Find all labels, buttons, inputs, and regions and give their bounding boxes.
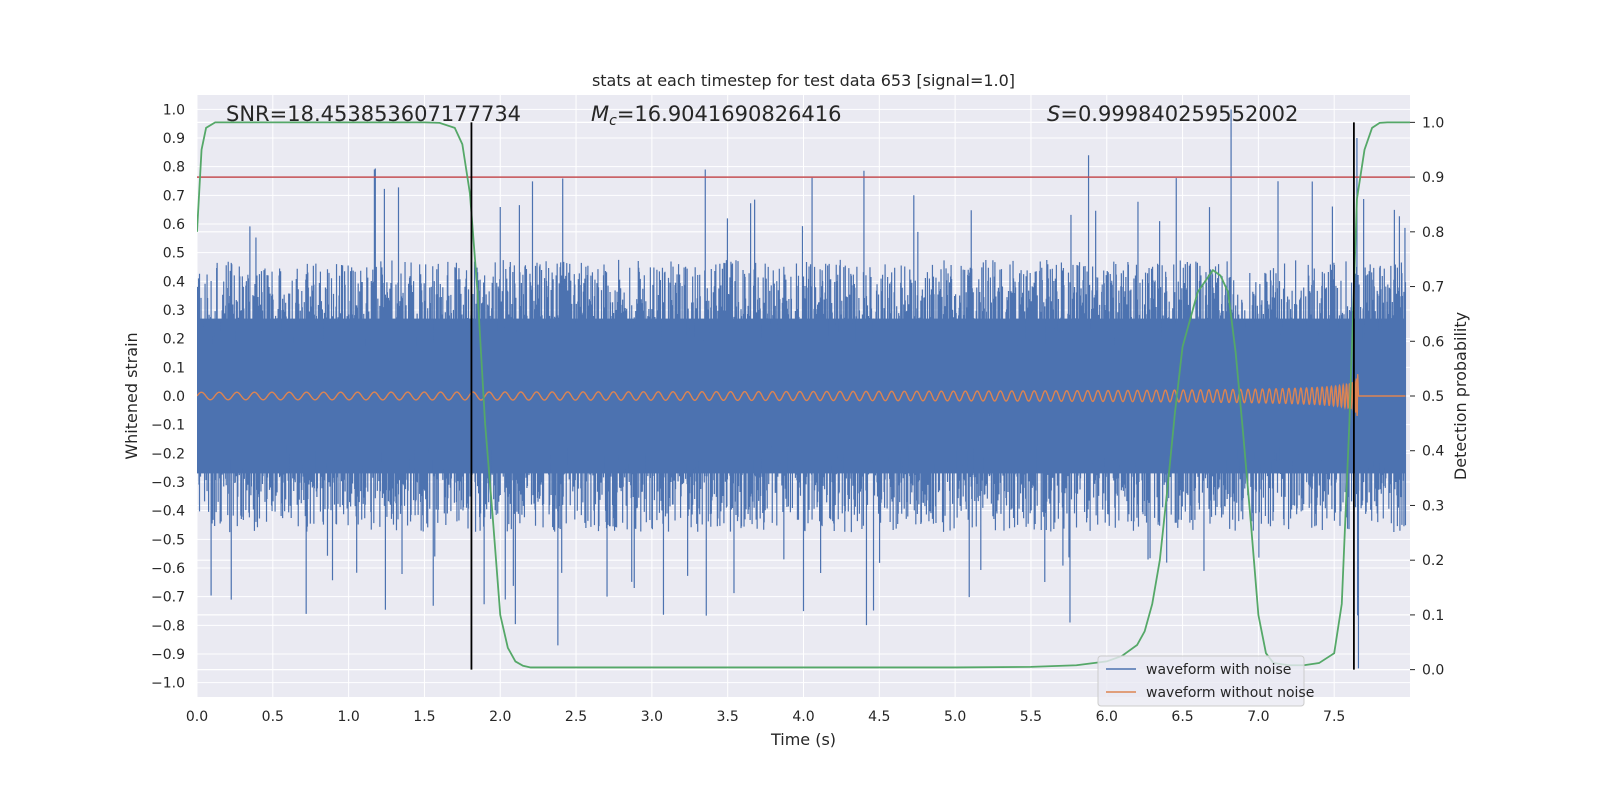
s-value: =0.999840259552002 xyxy=(1060,102,1298,126)
x-tick-label: 5.0 xyxy=(944,709,966,725)
y-right-tick-label: 0.0 xyxy=(1422,663,1444,679)
y-left-tick-label: 0.1 xyxy=(163,360,185,376)
y-right-tick-label: 1.0 xyxy=(1422,115,1444,131)
x-tick-label: 7.0 xyxy=(1247,709,1269,725)
chirp-mass-symbol: M xyxy=(591,102,609,126)
series-waveform-without-noise xyxy=(197,374,1406,416)
x-tick-label: 1.0 xyxy=(337,709,359,725)
y-left-tick-label: −0.4 xyxy=(151,504,185,520)
y-right-axis-label: Detection probability xyxy=(1451,312,1470,480)
y-left-tick-label: −0.2 xyxy=(151,446,185,462)
chirp-mass-annotation: Mc=16.9041690826416 xyxy=(591,102,842,129)
y-right-tick-label: 0.7 xyxy=(1422,280,1444,296)
x-axis-ticks: 0.0 0.5 1.0 1.5 2.0 2.5 3.0 3.5 4.0 4.5 5.0 5.5 6.0 6… xyxy=(186,709,1345,725)
y-left-tick-label: −0.6 xyxy=(151,561,185,577)
x-tick-label: 2.0 xyxy=(489,709,511,725)
chart-title: stats at each timestep for test data 653… xyxy=(592,71,1015,90)
x-tick-label: 1.5 xyxy=(413,709,435,725)
y-left-tick-label: −0.7 xyxy=(151,590,185,606)
legend-box xyxy=(1097,655,1305,707)
y-left-tick-label: −0.5 xyxy=(151,532,185,548)
x-tick-label: 4.0 xyxy=(792,709,814,725)
x-tick-label: 0.5 xyxy=(262,709,284,725)
legend-entry-noise: waveform with noise xyxy=(1146,662,1291,678)
series-waveform-with-noise xyxy=(197,109,1407,669)
legend: waveform with noise waveform without noi… xyxy=(1097,655,1314,707)
legend-entry-clean: waveform without noise xyxy=(1146,685,1314,701)
x-axis-label: Time (s) xyxy=(770,730,836,749)
y-left-tick-label: 0.9 xyxy=(163,131,185,147)
y-left-tick-label: −0.1 xyxy=(151,418,185,434)
y-left-tick-label: −0.3 xyxy=(151,475,185,491)
chirp-mass-subscript: c xyxy=(609,113,617,129)
x-tick-label: 7.5 xyxy=(1323,709,1345,725)
snr-annotation: SNR=18.453853607177734 xyxy=(226,102,521,126)
x-tick-label: 3.0 xyxy=(641,709,663,725)
y-right-axis-ticks: 1.0 0.9 0.8 0.7 0.6 0.5 0.4 0.3 0.2 0.1 0.0 xyxy=(1410,115,1444,679)
x-tick-label: 2.5 xyxy=(565,709,587,725)
y-left-tick-label: 0.3 xyxy=(163,303,185,319)
y-left-axis-ticks: 1.0 0.9 0.8 0.7 0.6 0.5 0.4 0.3 0.2 0.1 0.0 −0.1 −0.… xyxy=(151,102,185,691)
y-left-tick-label: 1.0 xyxy=(163,102,185,118)
y-right-tick-label: 0.5 xyxy=(1422,389,1444,405)
series-layer xyxy=(197,109,1410,670)
y-right-tick-label: 0.6 xyxy=(1422,334,1444,350)
y-right-tick-label: 0.3 xyxy=(1422,498,1444,514)
y-right-tick-label: 0.9 xyxy=(1422,170,1444,186)
y-left-tick-label: 0.5 xyxy=(163,246,185,262)
y-left-tick-label: 0.7 xyxy=(163,188,185,204)
x-tick-label: 6.5 xyxy=(1171,709,1193,725)
y-left-tick-label: 0.8 xyxy=(163,160,185,176)
chirp-mass-value: =16.9041690826416 xyxy=(617,102,842,126)
y-right-tick-label: 0.4 xyxy=(1422,444,1444,460)
s-symbol: S xyxy=(1047,102,1060,126)
x-tick-label: 3.5 xyxy=(717,709,739,725)
y-left-tick-label: 0.4 xyxy=(163,274,185,290)
x-tick-label: 4.5 xyxy=(868,709,890,725)
x-tick-label: 0.0 xyxy=(186,709,208,725)
y-left-tick-label: 0.6 xyxy=(163,217,185,233)
y-left-axis-label: Whitened strain xyxy=(122,332,141,459)
series-detection-probability xyxy=(197,121,1410,669)
y-left-tick-label: 0.0 xyxy=(163,389,185,405)
y-left-tick-label: −0.8 xyxy=(151,618,185,634)
y-left-tick-label: −1.0 xyxy=(151,676,185,692)
x-tick-label: 5.5 xyxy=(1020,709,1042,725)
y-right-tick-label: 0.2 xyxy=(1422,553,1444,569)
s-annotation: S=0.999840259552002 xyxy=(1047,102,1298,126)
y-right-tick-label: 0.1 xyxy=(1422,608,1444,624)
x-tick-label: 6.0 xyxy=(1096,709,1118,725)
y-left-tick-label: −0.9 xyxy=(151,647,185,663)
y-left-tick-label: 0.2 xyxy=(163,332,185,348)
y-right-tick-label: 0.8 xyxy=(1422,225,1444,241)
